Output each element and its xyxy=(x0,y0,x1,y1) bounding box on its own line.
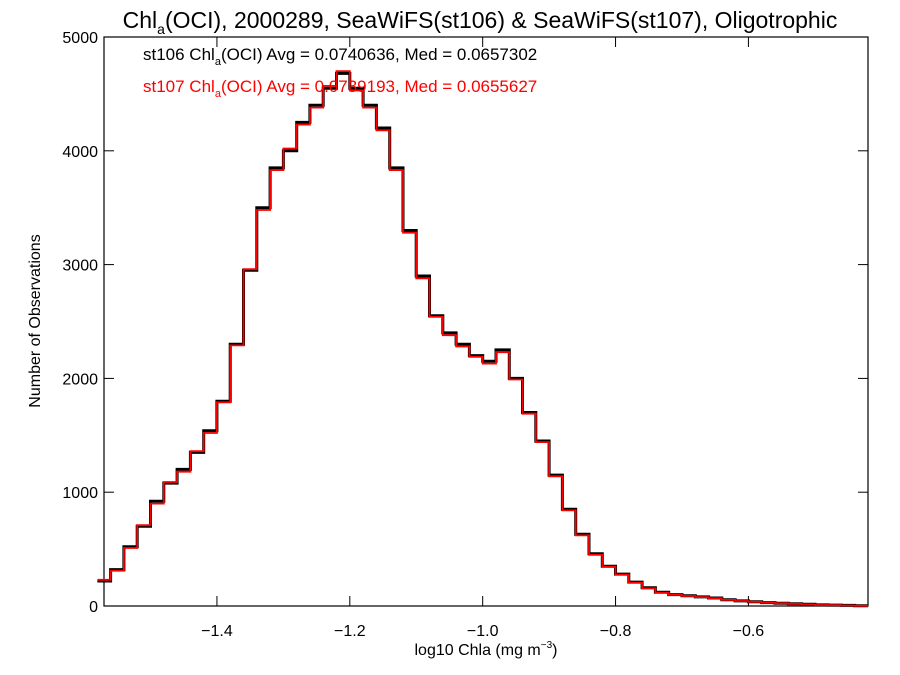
x-axis-label-post: ) xyxy=(552,642,557,659)
annotation-st107-post: (OCI) Avg = 0.0739193, Med = 0.0655627 xyxy=(221,77,537,96)
x-tick-label-2: −1.0 xyxy=(467,623,499,640)
x-axis-label-pre: log10 Chla (mg m xyxy=(414,642,540,659)
x-tick-label-0: −1.4 xyxy=(201,623,233,640)
x-tick-label-3: −0.8 xyxy=(600,623,632,640)
x-axis-label: log10 Chla (mg m−3) xyxy=(414,640,557,659)
annotation-st107: st107 Chla(OCI) Avg = 0.0739193, Med = 0… xyxy=(143,77,537,100)
y-tick-label-4: 4000 xyxy=(62,144,98,161)
y-tick-label-2: 2000 xyxy=(62,371,98,388)
annotation-st106: st106 Chla(OCI) Avg = 0.0740636, Med = 0… xyxy=(143,45,537,68)
chart-title-sub: a xyxy=(157,21,165,37)
plot-area xyxy=(103,36,869,607)
annotation-st106-sub: a xyxy=(215,56,222,68)
annotation-st106-post: (OCI) Avg = 0.0740636, Med = 0.0657302 xyxy=(221,45,537,64)
y-axis-label: Number of Observations xyxy=(27,234,44,407)
y-tick-label-0: 0 xyxy=(89,599,98,616)
series-line-st106 xyxy=(97,71,868,608)
y-tick-label-5: 5000 xyxy=(62,30,98,47)
x-tick-label-4: −0.6 xyxy=(733,623,765,640)
annotation-st107-sub: a xyxy=(215,88,222,100)
annotation-st107-pre: st107 Chl xyxy=(143,77,215,96)
chart-title: Chla(OCI), 2000289, SeaWiFS(st106) & Sea… xyxy=(123,7,838,37)
x-axis-ticks: −1.4 −1.2 −1.0 −0.8 −0.6 xyxy=(201,37,764,640)
chart-title-pre: Chl xyxy=(123,7,158,33)
annotation-st106-pre: st106 Chl xyxy=(143,45,215,64)
series-line-st107 xyxy=(97,70,868,607)
x-tick-label-1: −1.2 xyxy=(334,623,366,640)
y-tick-label-3: 3000 xyxy=(62,258,98,275)
y-axis-ticks: 0 1000 2000 3000 4000 5000 xyxy=(62,30,868,616)
chart-title-post: (OCI), 2000289, SeaWiFS(st106) & SeaWiFS… xyxy=(165,7,837,33)
x-axis-label-sup: −3 xyxy=(541,640,553,651)
y-tick-label-1: 1000 xyxy=(62,485,98,502)
series-layer xyxy=(97,70,868,608)
